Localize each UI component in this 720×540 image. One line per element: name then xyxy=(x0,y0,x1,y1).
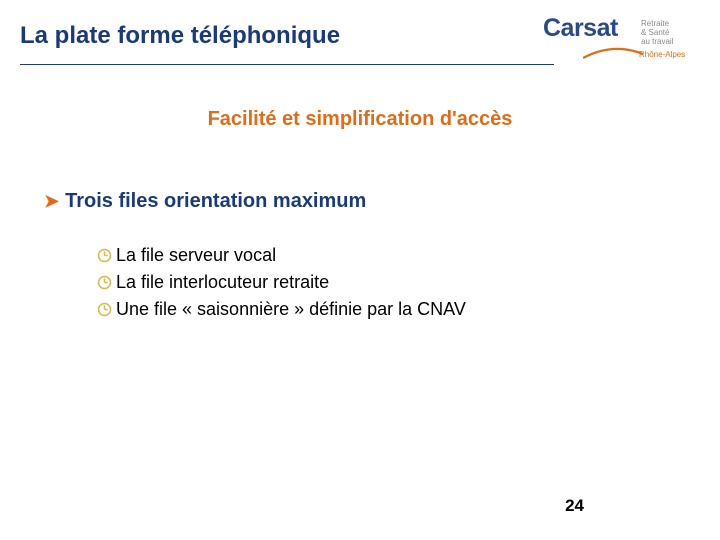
brand-tag-line3: au travail xyxy=(641,37,673,46)
sub-bullet-text: La file interlocuteur retraite xyxy=(116,272,329,293)
slide-subtitle: Facilité et simplification d'accès xyxy=(0,108,720,131)
list-item: La file interlocuteur retraite xyxy=(96,272,466,293)
page-title: La plate forme téléphonique xyxy=(20,22,340,50)
arrow-right-icon: ➤ xyxy=(44,191,59,212)
sub-bullet-list: La file serveur vocal La file interlocut… xyxy=(96,245,466,320)
main-bullet: ➤ Trois files orientation maximum xyxy=(44,190,366,213)
sub-bullet-text: La file serveur vocal xyxy=(116,245,276,266)
sub-bullet-text: Une file « saisonnière » définie par la … xyxy=(116,299,466,320)
clock-icon xyxy=(96,248,112,264)
main-bullet-text: Trois files orientation maximum xyxy=(65,190,366,213)
brand-logo-region: Rhône-Alpes xyxy=(639,50,685,59)
brand-logo: Carsat Retraite & Santé au travail Rhône… xyxy=(543,16,698,64)
title-underline xyxy=(20,64,554,65)
brand-tag-line1: Retraite xyxy=(641,19,669,28)
page-number: 24 xyxy=(565,496,584,516)
clock-icon xyxy=(96,275,112,291)
brand-tag-line2: & Santé xyxy=(641,28,669,37)
clock-icon xyxy=(96,302,112,318)
brand-logo-tagline: Retraite & Santé au travail xyxy=(641,19,673,47)
list-item: La file serveur vocal xyxy=(96,245,466,266)
list-item: Une file « saisonnière » définie par la … xyxy=(96,299,466,320)
brand-logo-text: Carsat xyxy=(543,16,698,41)
brand-logo-arc-icon xyxy=(583,46,643,60)
slide: La plate forme téléphonique Carsat Retra… xyxy=(0,0,720,540)
